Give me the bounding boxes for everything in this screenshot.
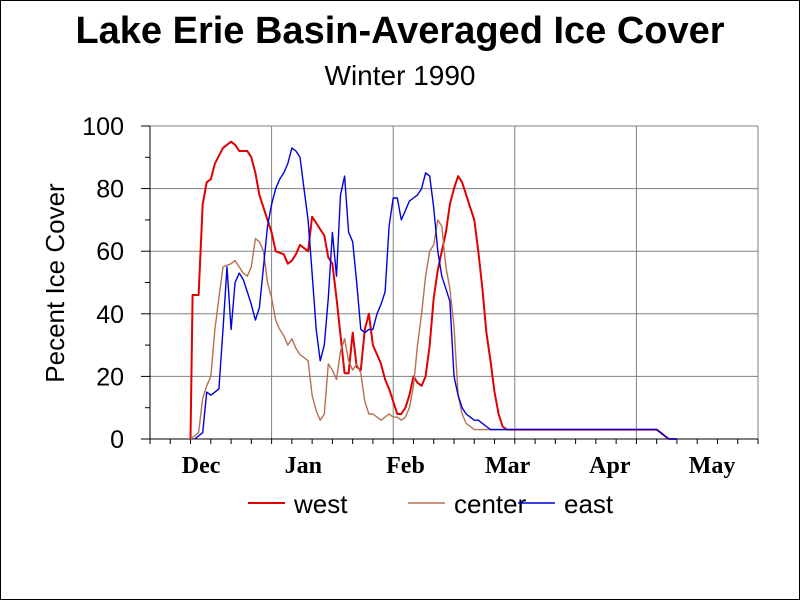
gridlines bbox=[150, 125, 759, 439]
x-tick-label-dec: Dec bbox=[182, 453, 221, 479]
x-tick-labels: Dec Jan Feb Mar Apr May bbox=[182, 453, 736, 479]
series-line-east bbox=[194, 147, 677, 440]
series-line-west bbox=[189, 140, 677, 440]
y-axis-label: Pecent Ice Cover bbox=[40, 183, 70, 383]
y-tick-label-100: 100 bbox=[82, 113, 124, 141]
x-tick-label-feb: Feb bbox=[386, 453, 425, 479]
axes bbox=[141, 125, 759, 444]
y-tick-labels: 0 20 40 60 80 100 bbox=[82, 113, 124, 454]
legend: west center east bbox=[248, 489, 614, 519]
legend-label-west: west bbox=[293, 489, 348, 519]
x-tick-label-may: May bbox=[689, 453, 736, 479]
series-lines bbox=[189, 140, 677, 440]
chart-subtitle: Winter 1990 bbox=[324, 60, 476, 91]
x-tick-label-mar: Mar bbox=[485, 453, 531, 479]
y-tick-label-40: 40 bbox=[96, 301, 124, 329]
y-tick-label-60: 60 bbox=[96, 238, 124, 266]
x-tick-label-jan: Jan bbox=[285, 453, 322, 479]
y-tick-label-20: 20 bbox=[96, 363, 124, 391]
chart-title: Lake Erie Basin-Averaged Ice Cover bbox=[75, 10, 725, 52]
legend-label-east: east bbox=[564, 489, 614, 519]
y-tick-label-80: 80 bbox=[96, 176, 124, 204]
x-tick-label-apr: Apr bbox=[589, 453, 631, 479]
series-line-center bbox=[190, 219, 677, 440]
y-tick-label-0: 0 bbox=[110, 426, 124, 454]
legend-label-center: center bbox=[454, 489, 527, 519]
